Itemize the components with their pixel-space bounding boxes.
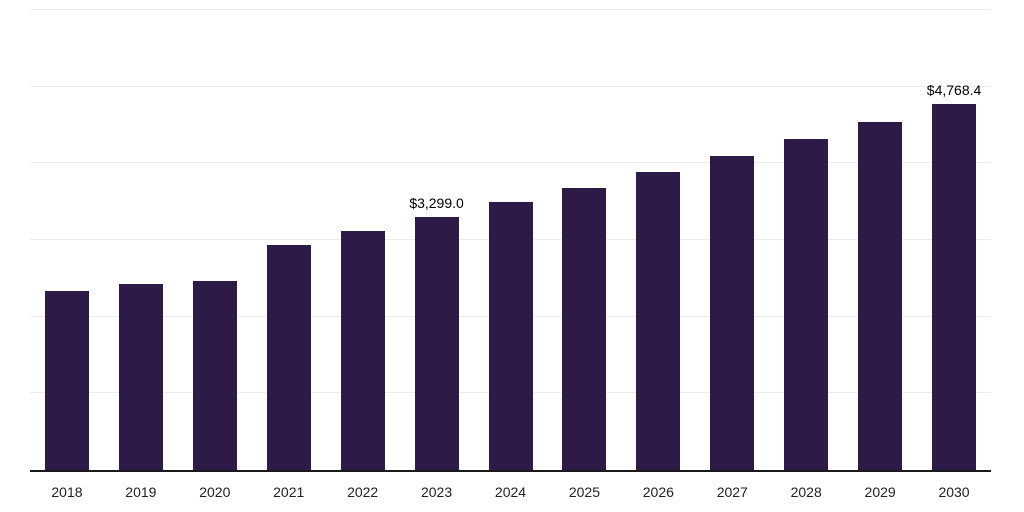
plot-area: $3,299.0 $4,768.4	[30, 9, 991, 472]
bar-2027	[710, 156, 755, 470]
x-tick-label: 2021	[273, 484, 305, 500]
bar-2019	[118, 283, 163, 470]
x-tick-label: 2019	[125, 484, 157, 500]
bar-2024	[488, 202, 533, 470]
bar-2026	[636, 171, 681, 470]
x-tick-label: 2029	[864, 484, 896, 500]
bar-2022	[340, 230, 385, 470]
gridline	[30, 85, 991, 87]
x-tick-label: 2025	[568, 484, 600, 500]
bar-2029	[858, 121, 903, 470]
gridline	[30, 9, 991, 10]
x-tick-label: 2024	[494, 484, 527, 500]
bar-2018	[44, 290, 89, 470]
gridline	[30, 162, 991, 164]
x-tick-label: 2026	[642, 484, 674, 500]
x-tick-label: 2027	[716, 484, 748, 500]
bar-2020	[192, 280, 237, 470]
bar-2021	[266, 245, 311, 470]
bar-2028	[784, 138, 829, 470]
bar-value-label: $4,768.4	[926, 82, 982, 99]
x-tick-label: 2023	[420, 484, 453, 500]
x-tick-label: 2028	[790, 484, 822, 500]
bar-value-label: $3,299.0	[409, 195, 464, 212]
bar-2025	[562, 187, 607, 470]
bar-2030	[932, 104, 977, 470]
x-tick-label: 2030	[938, 484, 970, 500]
x-tick-label: 2022	[347, 484, 379, 500]
bar-2023	[414, 217, 459, 470]
x-tick-label: 2018	[51, 484, 83, 500]
x-tick-label: 2020	[199, 484, 231, 500]
